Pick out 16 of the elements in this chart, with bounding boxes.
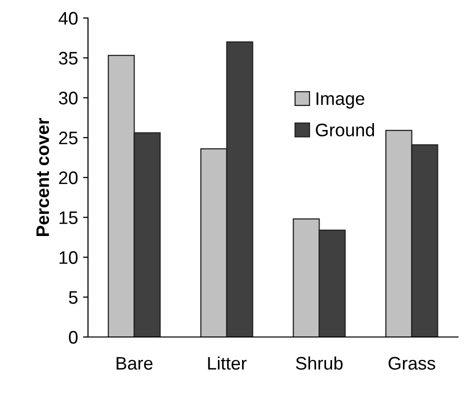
- x-tick-label: Shrub: [296, 356, 343, 370]
- y-tick-label: 40: [58, 12, 78, 25]
- legend-label: Image: [316, 92, 364, 109]
- y-tick-label: 5: [68, 291, 78, 304]
- y-tick-label: 30: [58, 92, 78, 104]
- x-tick-label: Grass: [388, 356, 436, 370]
- y-tick-label: 20: [59, 171, 78, 184]
- y-tick-label: 0: [68, 330, 78, 344]
- y-tick-label: 15: [60, 211, 78, 224]
- y-axis-title: Percent cover: [36, 118, 50, 236]
- legend-label: Ground: [316, 123, 374, 136]
- y-tick-label: 10: [60, 251, 78, 264]
- x-tick-label: Bare: [116, 357, 153, 370]
- x-tick-label: Litter: [208, 356, 247, 370]
- y-tick-label: 35: [58, 52, 78, 65]
- y-tick-label: 25: [59, 132, 78, 144]
